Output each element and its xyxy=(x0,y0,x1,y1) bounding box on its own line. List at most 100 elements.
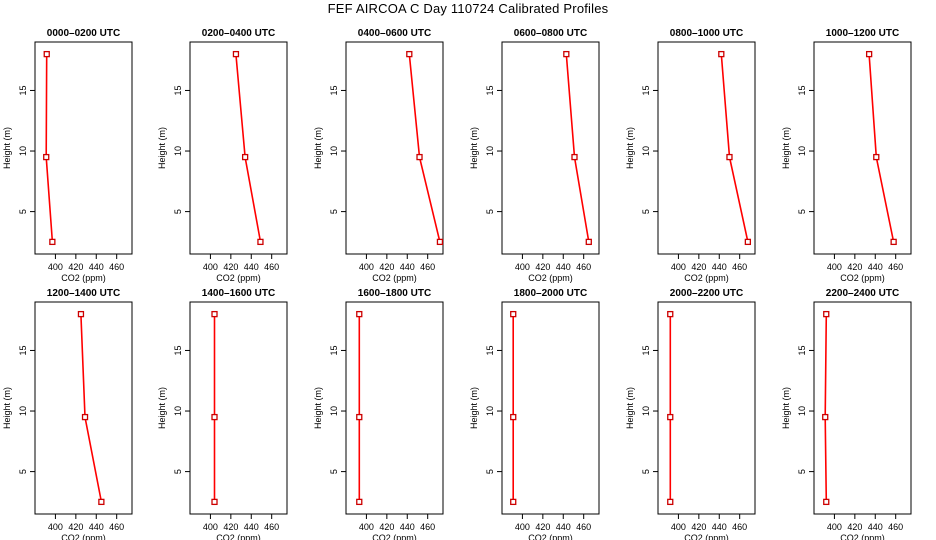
data-point xyxy=(257,238,264,246)
x-tick-label: 440 xyxy=(89,262,104,272)
x-tick-label: 440 xyxy=(400,262,415,272)
data-point xyxy=(667,498,674,506)
y-axis-label: Height (m) xyxy=(2,387,12,429)
data-point xyxy=(585,238,592,246)
y-axis-label: Height (m) xyxy=(313,387,323,429)
x-tick-label: 460 xyxy=(264,262,279,272)
x-tick-label: 460 xyxy=(109,522,124,532)
series-line xyxy=(565,54,590,243)
panel-title: 1200–1400 UTC xyxy=(47,288,120,299)
data-point xyxy=(416,153,423,161)
x-tick-label: 440 xyxy=(244,262,259,272)
x-tick-label: 420 xyxy=(68,262,83,272)
x-tick-label: 460 xyxy=(888,262,903,272)
y-tick-label: 10 xyxy=(485,406,495,416)
x-tick-label: 420 xyxy=(379,262,394,272)
y-axis-label: Height (m) xyxy=(313,127,323,169)
panel-title: 0000–0200 UTC xyxy=(47,28,120,39)
panel-title: 0800–1000 UTC xyxy=(670,28,743,39)
data-point xyxy=(98,498,105,506)
data-point xyxy=(571,153,578,161)
data-point xyxy=(890,238,897,246)
data-point xyxy=(726,153,733,161)
x-tick-label: 440 xyxy=(244,522,259,532)
y-tick-label: 5 xyxy=(329,209,339,214)
x-axis-label: CO2 (ppm) xyxy=(61,533,106,540)
panel-title: 2200–2400 UTC xyxy=(826,288,899,299)
y-axis-label: Height (m) xyxy=(781,127,791,169)
x-tick-label: 460 xyxy=(576,522,591,532)
plot-frame xyxy=(501,301,600,515)
data-point xyxy=(49,238,56,246)
data-point xyxy=(211,310,218,318)
y-axis-label: Height (m) xyxy=(469,387,479,429)
x-tick-label: 460 xyxy=(732,262,747,272)
y-tick-label: 5 xyxy=(173,469,183,474)
x-tick-label: 420 xyxy=(379,522,394,532)
y-tick-label: 5 xyxy=(797,209,807,214)
data-point xyxy=(211,498,218,506)
x-tick-label: 460 xyxy=(732,522,747,532)
y-tick-label: 5 xyxy=(797,469,807,474)
x-axis-label: CO2 (ppm) xyxy=(528,273,573,283)
x-tick-label: 400 xyxy=(203,262,218,272)
plot-frame xyxy=(189,301,288,515)
x-tick-label: 440 xyxy=(868,262,883,272)
y-tick-label: 5 xyxy=(329,469,339,474)
data-point xyxy=(822,413,829,421)
panel-title: 0600–0800 UTC xyxy=(514,28,587,39)
y-tick-label: 10 xyxy=(173,146,183,156)
panel-title: 1800–2000 UTC xyxy=(514,288,587,299)
x-tick-label: 400 xyxy=(515,522,530,532)
x-axis-label: CO2 (ppm) xyxy=(372,273,417,283)
data-point xyxy=(43,153,50,161)
y-tick-label: 15 xyxy=(329,85,339,95)
x-tick-label: 400 xyxy=(671,262,686,272)
x-tick-label: 460 xyxy=(420,262,435,272)
series-line xyxy=(824,314,828,502)
x-tick-label: 400 xyxy=(359,262,374,272)
series-line xyxy=(720,54,749,243)
data-point xyxy=(510,413,517,421)
y-tick-label: 15 xyxy=(797,345,807,355)
data-point xyxy=(510,310,517,318)
x-tick-label: 460 xyxy=(264,522,279,532)
x-axis-label: CO2 (ppm) xyxy=(216,273,261,283)
plot-frame xyxy=(34,41,133,255)
x-axis-label: CO2 (ppm) xyxy=(61,273,106,283)
data-point xyxy=(241,153,249,161)
data-point xyxy=(43,50,50,58)
x-axis-label: CO2 (ppm) xyxy=(840,533,885,540)
data-point xyxy=(865,50,873,58)
plot-frame xyxy=(345,41,444,255)
y-tick-label: 10 xyxy=(485,146,495,156)
x-tick-label: 420 xyxy=(691,522,706,532)
x-tick-label: 440 xyxy=(712,522,727,532)
y-axis-label: Height (m) xyxy=(157,387,167,429)
x-axis-label: CO2 (ppm) xyxy=(216,533,261,540)
series-line xyxy=(235,54,262,243)
series-line xyxy=(408,54,441,243)
x-axis-label: CO2 (ppm) xyxy=(528,533,573,540)
y-tick-label: 5 xyxy=(18,469,28,474)
y-tick-label: 15 xyxy=(485,345,495,355)
y-tick-label: 10 xyxy=(641,146,651,156)
y-axis-label: Height (m) xyxy=(625,387,635,429)
series-line xyxy=(868,54,895,243)
x-tick-label: 460 xyxy=(888,522,903,532)
plot-frame xyxy=(34,301,133,515)
panel-title: 0200–0400 UTC xyxy=(202,28,275,39)
y-tick-label: 15 xyxy=(329,345,339,355)
y-tick-label: 15 xyxy=(641,85,651,95)
x-tick-label: 420 xyxy=(535,522,550,532)
data-point xyxy=(718,50,725,58)
y-tick-label: 5 xyxy=(485,469,495,474)
series-line xyxy=(45,54,54,242)
panel-title: 1000–1200 UTC xyxy=(826,28,899,39)
